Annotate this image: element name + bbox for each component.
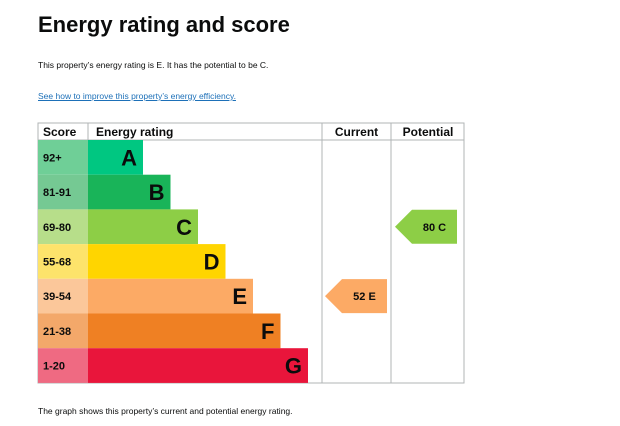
rating-bar-d xyxy=(88,244,226,279)
header-energy-rating: Energy rating xyxy=(96,125,173,139)
rating-letter-b: B xyxy=(149,180,165,205)
rating-letter-g: G xyxy=(285,354,302,379)
rating-bar-f xyxy=(88,313,281,349)
current-rating-label: 52 E xyxy=(353,291,376,303)
page-title: Energy rating and score xyxy=(38,12,290,37)
potential-rating-label: 80 C xyxy=(423,222,446,234)
current-arrow xyxy=(325,279,387,314)
score-range-cell-d xyxy=(38,244,88,279)
rating-summary: This property’s energy rating is E. It h… xyxy=(38,60,269,70)
rating-letter-c: C xyxy=(176,215,192,240)
score-range-b: 81-91 xyxy=(43,187,71,199)
score-range-a: 92+ xyxy=(43,152,62,164)
rating-bar-g xyxy=(88,348,308,383)
potential-arrow xyxy=(395,209,457,244)
score-range-e: 39-54 xyxy=(43,291,72,303)
score-range-cell-e xyxy=(38,278,88,314)
score-range-cell-b xyxy=(38,174,88,210)
score-range-cell-a xyxy=(38,140,88,175)
chart-footnote: The graph shows this property’s current … xyxy=(38,406,293,416)
header-current: Current xyxy=(335,125,378,139)
improve-efficiency-link[interactable]: See how to improve this property’s energ… xyxy=(38,91,236,101)
score-range-cell-c xyxy=(38,209,88,245)
rating-letter-e: E xyxy=(232,284,247,309)
rating-bar-e xyxy=(88,278,253,314)
score-range-f: 21-38 xyxy=(43,326,71,338)
rating-bar-c xyxy=(88,209,198,245)
rating-letter-f: F xyxy=(261,319,274,344)
score-range-cell-g xyxy=(38,348,88,383)
rating-letter-a: A xyxy=(121,145,137,170)
rating-letter-d: D xyxy=(204,249,220,274)
header-score: Score xyxy=(43,125,77,139)
header-potential: Potential xyxy=(403,125,454,139)
rating-bar-a xyxy=(88,140,143,175)
score-range-cell-f xyxy=(38,313,88,349)
score-range-d: 55-68 xyxy=(43,256,71,268)
score-range-g: 1-20 xyxy=(43,361,65,373)
score-range-c: 69-80 xyxy=(43,222,71,234)
rating-bar-b xyxy=(88,174,171,210)
